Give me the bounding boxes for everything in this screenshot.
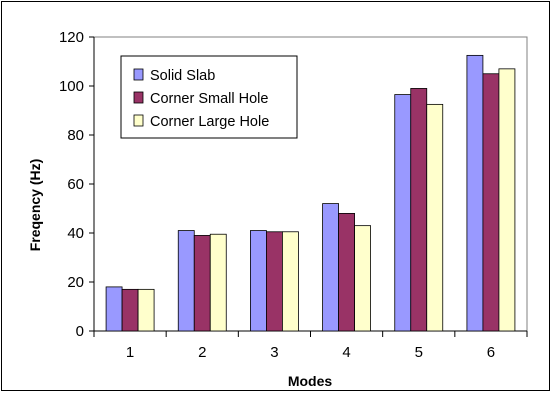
legend-swatch — [133, 114, 144, 127]
legend-label: Corner Large Hole — [150, 114, 269, 130]
bar-corner-large-hole-mode-2 — [209, 233, 227, 332]
bar-corner-small-hole-mode-4 — [338, 212, 355, 332]
x-tick-label: 3 — [270, 344, 278, 361]
x-axis: 1 2 3 4 5 6 — [93, 330, 528, 361]
bar-corner-small-hole-mode-6 — [482, 73, 500, 332]
bars — [105, 54, 516, 332]
y-axis-title: Freqency (Hz) — [27, 159, 43, 252]
x-axis-title: Modes — [288, 373, 333, 389]
y-tick-label: 60 — [67, 176, 84, 193]
y-tick-label: 40 — [67, 225, 84, 242]
bar-corner-small-hole-mode-1 — [121, 288, 139, 332]
legend: Solid Slab Corner Small Hole Corner Large … — [120, 55, 298, 139]
bar-solid-slab-mode-4 — [322, 203, 339, 332]
bar-corner-large-hole-mode-6 — [498, 68, 516, 332]
bar-solid-slab-mode-2 — [177, 230, 195, 332]
x-tick-label: 5 — [415, 344, 423, 361]
legend-label: Corner Small Hole — [150, 91, 268, 107]
x-tick-label: 2 — [198, 344, 206, 361]
legend-label: Solid Slab — [150, 68, 215, 84]
y-tick-label: 20 — [67, 274, 84, 291]
bar-corner-small-hole-mode-3 — [266, 231, 283, 332]
legend-box — [120, 55, 298, 139]
y-tick-label: 80 — [67, 127, 84, 144]
legend-swatch — [133, 68, 144, 81]
bar-solid-slab-mode-5 — [394, 94, 412, 332]
y-axis: 0 20 40 60 80 100 120 — [59, 29, 95, 340]
bar-corner-large-hole-mode-5 — [426, 103, 444, 332]
bar-solid-slab-mode-3 — [250, 230, 267, 332]
bar-corner-small-hole-mode-5 — [410, 88, 428, 332]
y-tick-label: 100 — [59, 78, 84, 95]
bar-solid-slab-mode-6 — [466, 54, 484, 332]
bar-corner-large-hole-mode-1 — [137, 288, 155, 332]
x-tick-label: 1 — [126, 344, 134, 361]
y-tick-label: 0 — [76, 323, 84, 340]
bar-corner-large-hole-mode-4 — [354, 225, 371, 332]
bar-corner-large-hole-mode-3 — [282, 231, 299, 332]
bar-corner-small-hole-mode-2 — [193, 235, 211, 332]
legend-swatch — [133, 91, 144, 104]
y-tick-label: 120 — [59, 29, 84, 46]
x-tick-label: 4 — [342, 344, 350, 361]
bar-solid-slab-mode-1 — [105, 286, 123, 332]
x-tick-label: 6 — [487, 344, 495, 361]
